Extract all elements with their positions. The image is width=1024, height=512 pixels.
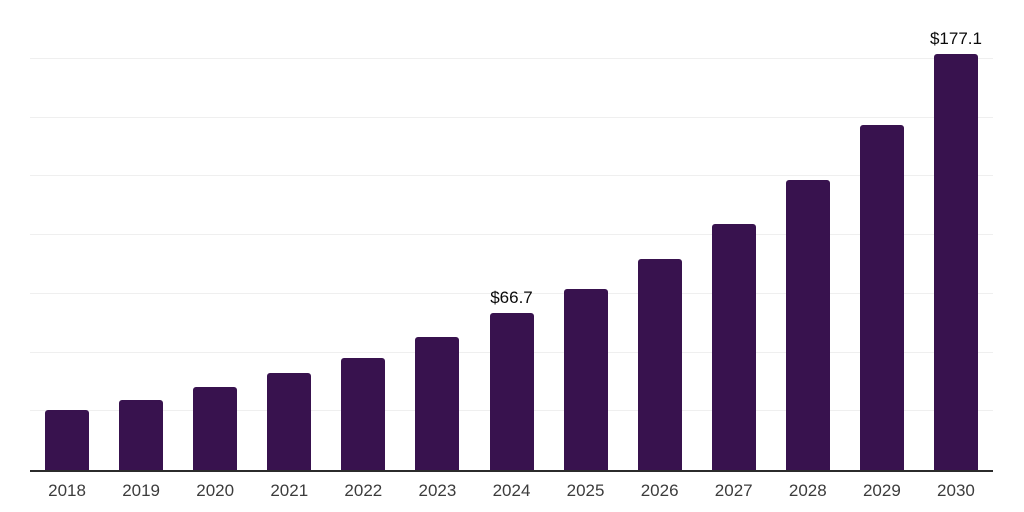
bar-2019 <box>119 399 164 470</box>
bar-2022 <box>341 358 386 470</box>
x-tick-2020: 2020 <box>196 481 235 500</box>
x-tick-2024: 2024 <box>492 481 531 500</box>
x-tick-2027: 2027 <box>714 481 753 500</box>
gridline-175 <box>30 57 993 59</box>
plot-area: $66.7 $177.1 <box>30 0 993 472</box>
bar-2023 <box>415 337 460 470</box>
bar-2029 <box>859 124 904 470</box>
value-label-2030: $177.1 <box>929 28 982 48</box>
bar-2024 <box>489 313 534 470</box>
x-tick-2019: 2019 <box>122 481 161 500</box>
bar-2018 <box>45 410 90 470</box>
x-axis: 2018 2019 2020 2021 2022 2023 2024 2025 2026 2027… <box>0 481 1024 503</box>
bar-2030 <box>933 53 978 470</box>
gridline-125 <box>30 175 993 177</box>
x-tick-2025: 2025 <box>566 481 605 500</box>
x-tick-2018: 2018 <box>48 481 86 500</box>
x-tick-2022: 2022 <box>344 481 383 500</box>
gridline-150 <box>30 116 993 118</box>
gridline-75 <box>30 292 993 294</box>
bar-2027 <box>711 224 756 470</box>
x-tick-2030: 2030 <box>937 481 975 500</box>
bar-2028 <box>785 180 830 470</box>
value-label-2024: $66.7 <box>490 288 533 308</box>
x-tick-2029: 2029 <box>862 481 901 500</box>
x-tick-2026: 2026 <box>640 481 679 500</box>
bar-2026 <box>637 259 682 470</box>
gridline-100 <box>30 234 993 235</box>
x-tick-2028: 2028 <box>788 481 827 500</box>
x-tick-2023: 2023 <box>418 481 457 500</box>
x-tick-2021: 2021 <box>270 481 309 500</box>
bar-2020 <box>193 386 238 470</box>
bar-2025 <box>563 289 608 470</box>
bar-2021 <box>267 372 312 470</box>
